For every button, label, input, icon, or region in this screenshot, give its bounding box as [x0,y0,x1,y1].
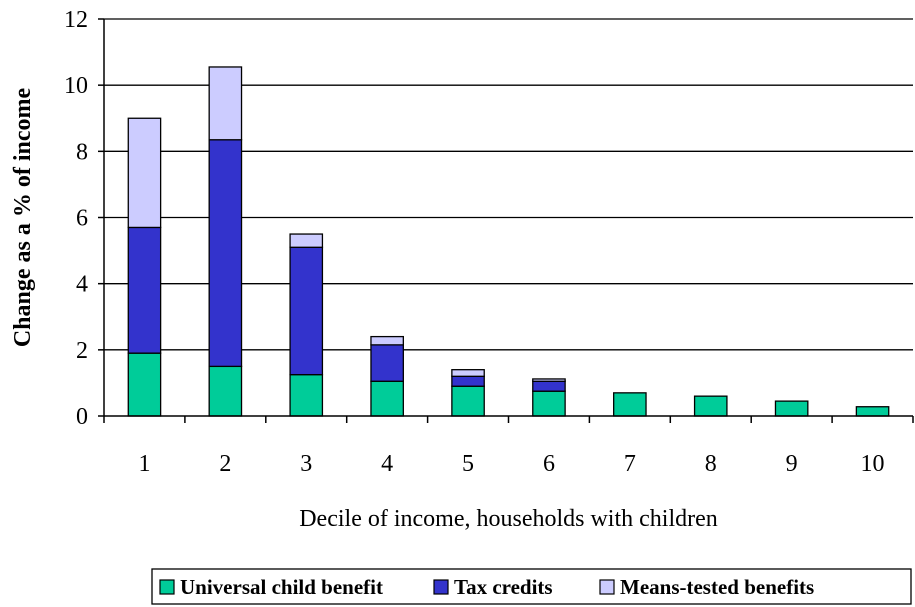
legend-swatch-0 [159,579,175,595]
bar-1-series-1 [127,226,162,354]
bar-3-series-2 [289,233,324,248]
bar-2-series-1 [208,139,243,368]
bar-5-series-0 [451,385,485,417]
x-tick-label-6: 6 [543,451,555,477]
x-tick-label-1: 1 [138,451,150,477]
x-tick-label-2: 2 [219,451,231,477]
bar-6-series-1 [532,380,566,392]
x-tick-label-8: 8 [705,451,717,477]
bar-8-series-0 [693,395,728,417]
y-tick-label-8: 8 [76,139,88,165]
bar-5-series-1 [451,375,485,387]
legend-swatch-1 [433,579,449,595]
bar-1-series-0 [127,352,162,417]
x-tick-label-10: 10 [861,451,885,477]
y-tick-label-0: 0 [76,404,88,430]
bar-3-series-0 [289,373,324,417]
bar-6-series-0 [532,390,566,417]
x-tick-label-4: 4 [381,451,393,477]
bar-10-series-0 [855,406,890,417]
bar-3-series-1 [289,246,324,376]
bar-4-series-1 [370,344,404,382]
bar-2-series-0 [208,365,243,417]
y-axis-title: Change as a % of income [10,87,36,347]
bar-1-series-2 [127,117,162,229]
legend-label-0: Universal child benefit [180,575,383,599]
y-tick-label-2: 2 [76,338,88,364]
legend-swatch-2 [599,579,615,595]
legend-box [151,568,912,605]
y-tick-label-4: 4 [76,272,88,298]
x-tick-label-3: 3 [300,451,312,477]
bar-9-series-0 [774,400,809,417]
bar-2-series-2 [208,66,243,141]
bar-4-series-2 [370,335,404,346]
bars [127,66,890,417]
bar-7-series-0 [613,392,647,417]
y-tick-label-10: 10 [64,73,88,99]
legend: Universal child benefit Tax credits Means-… [151,568,912,605]
x-tick-label-5: 5 [462,451,474,477]
x-axis-title: Decile of income, households with childr… [299,506,718,532]
bar-6-series-2 [532,378,566,382]
x-tick-label-9: 9 [786,451,798,477]
legend-label-2: Means-tested benefits [620,575,814,599]
bar-5-series-2 [451,369,485,377]
y-tick-label-6: 6 [76,206,88,232]
bar-4-series-0 [370,380,404,417]
axes [98,18,914,423]
y-tick-label-12: 12 [64,7,88,33]
x-tick-label-7: 7 [624,451,636,477]
legend-label-1: Tax credits [454,575,553,599]
